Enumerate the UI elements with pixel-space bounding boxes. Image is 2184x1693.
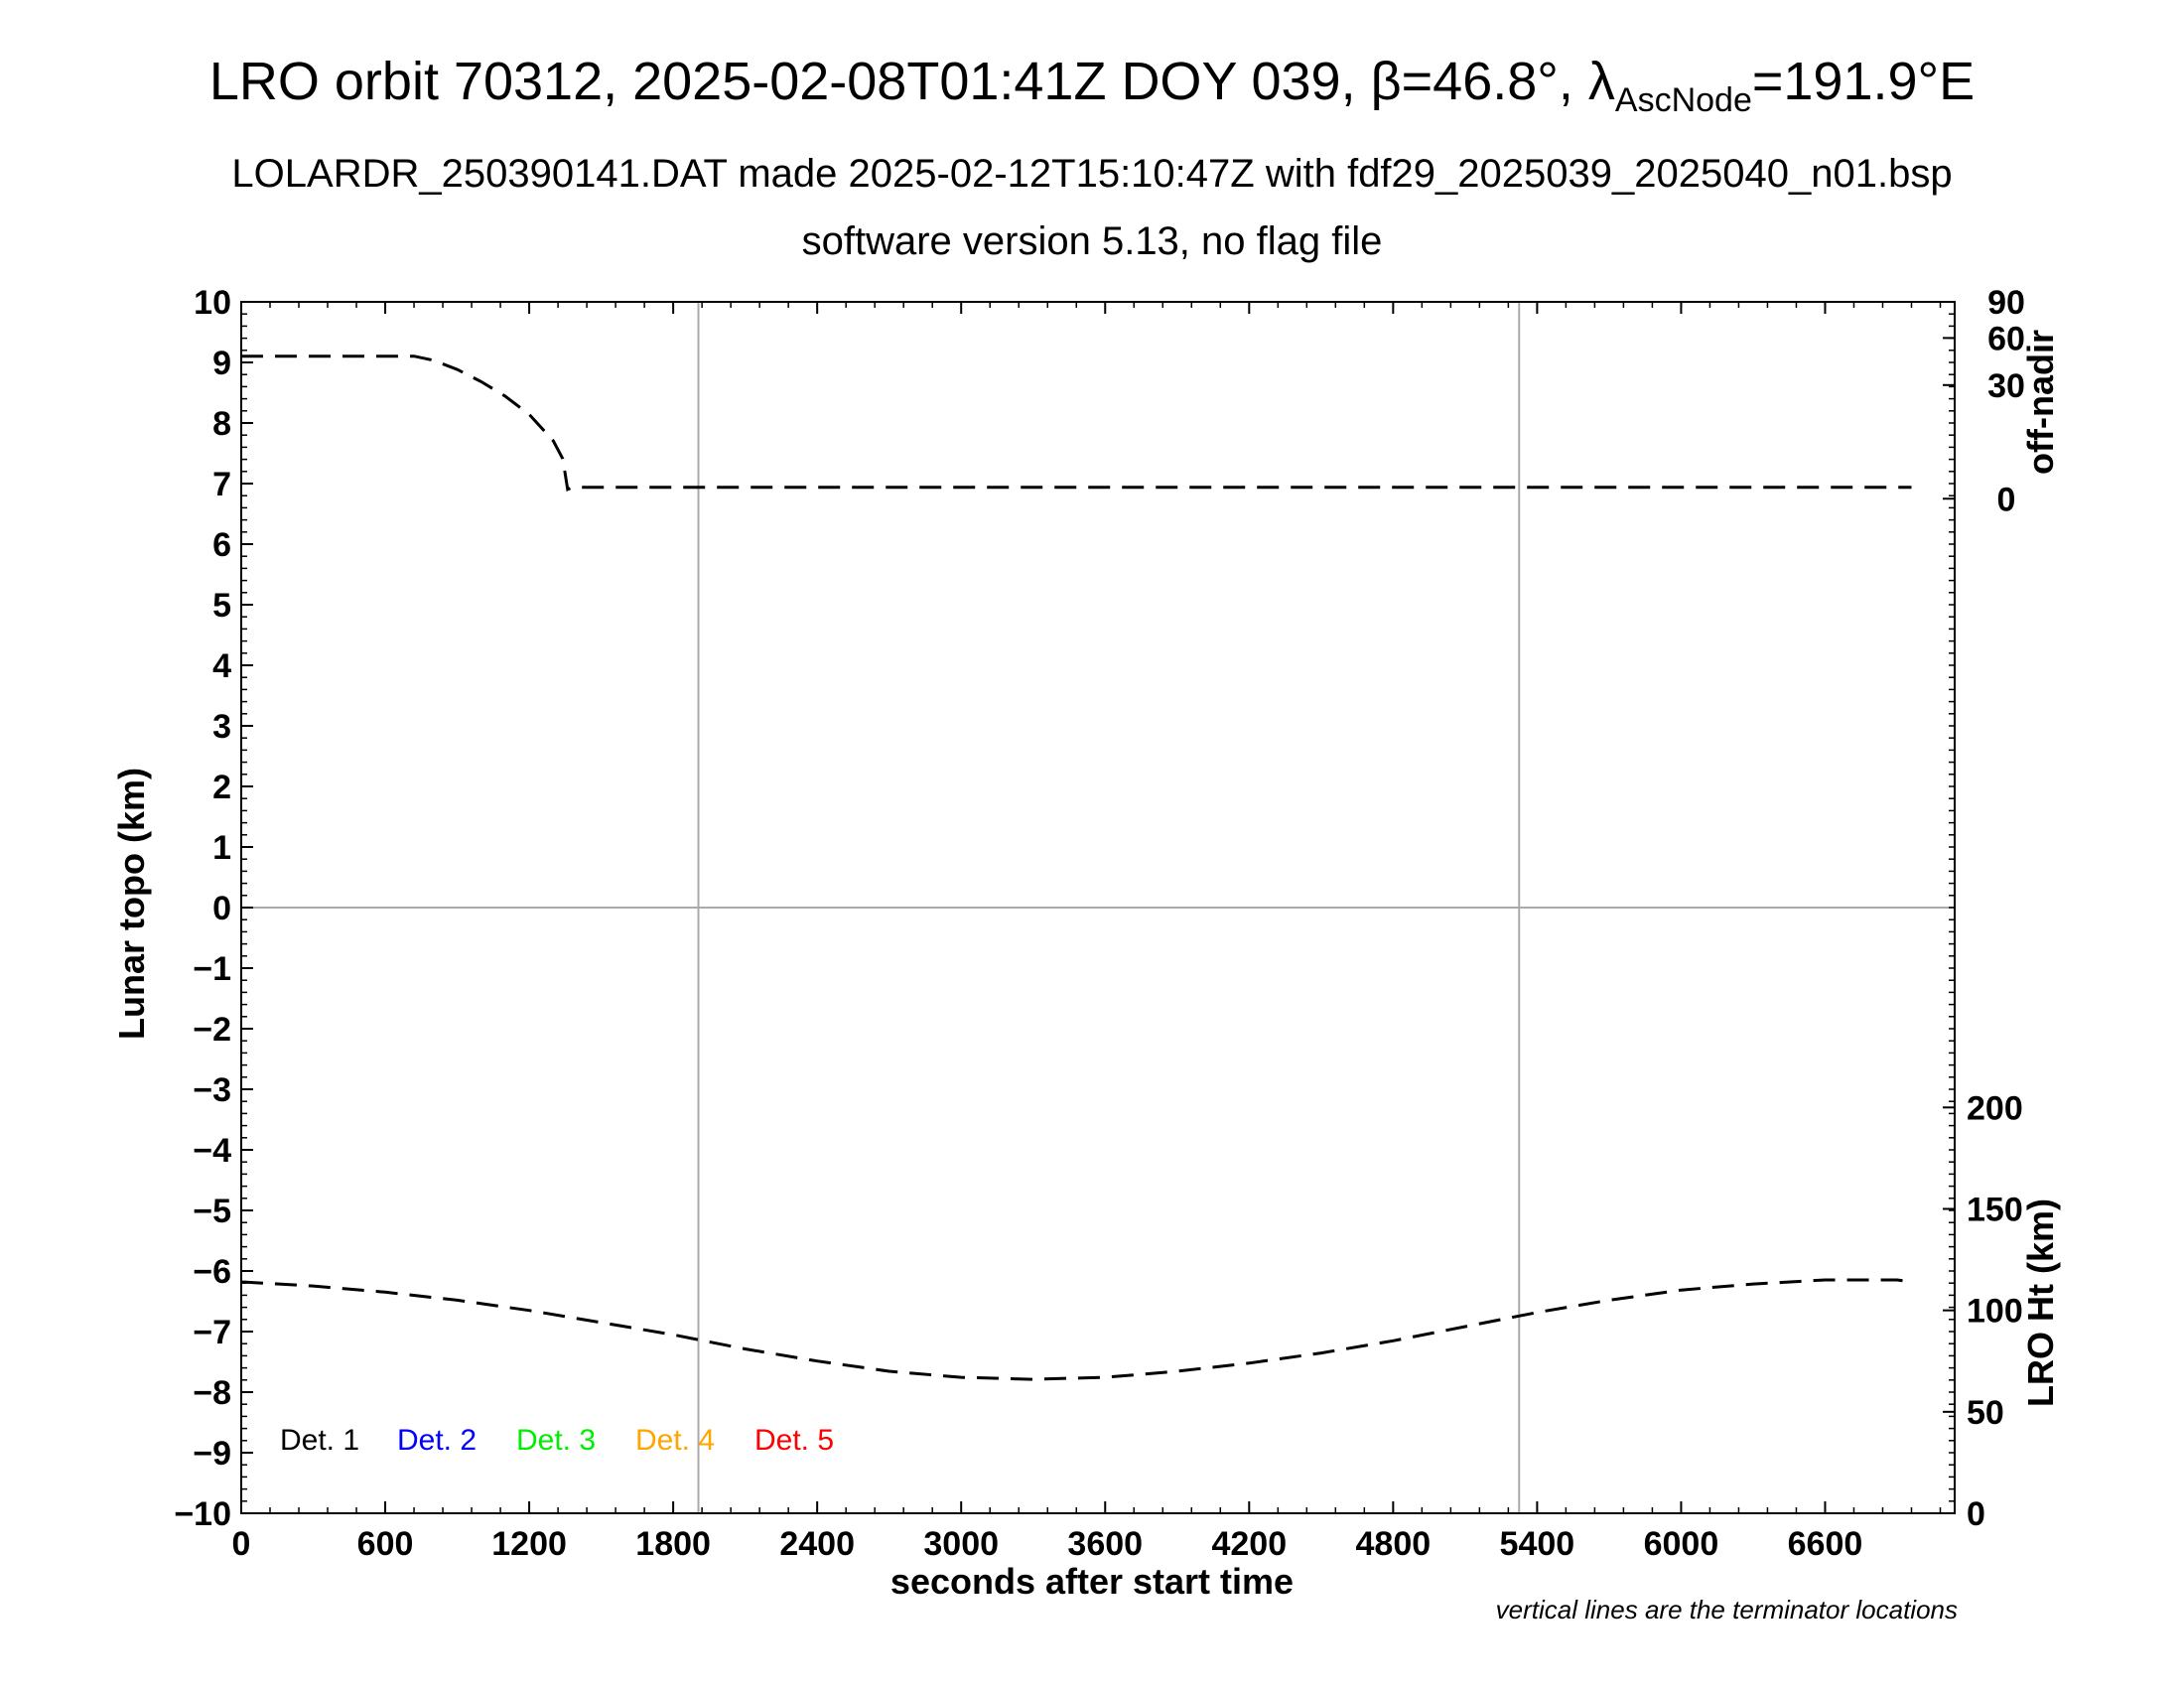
y-tick-label: 9 <box>212 345 231 382</box>
lro-height-tick-label: 150 <box>1967 1191 2023 1228</box>
lro-height-series-line <box>240 1278 1912 1381</box>
x-tick-label: 1200 <box>491 1525 567 1563</box>
chart-subtitle-version: software version 5.13, no flag file <box>802 219 1383 263</box>
lro-height-axis-title: LRO Ht (km) <box>2020 1199 2061 1407</box>
y-tick-label: −7 <box>193 1314 231 1351</box>
chart-title-subscript: AscNode <box>1615 81 1752 119</box>
y-tick-label: −1 <box>193 950 231 988</box>
x-tick-label: 3600 <box>1067 1525 1143 1563</box>
series-layer <box>240 354 1912 1381</box>
y-tick-label: −8 <box>193 1374 231 1412</box>
y-tick-label: −3 <box>193 1071 231 1109</box>
terminator-note: vertical lines are the terminator locati… <box>1496 1595 1958 1624</box>
x-tick-label: 4800 <box>1356 1525 1432 1563</box>
x-tick-label: 1800 <box>635 1525 711 1563</box>
chart-subtitle-file: LOLARDR_250390141.DAT made 2025-02-12T15… <box>231 152 1952 196</box>
x-tick-label: 3000 <box>923 1525 999 1563</box>
y-tick-label: −5 <box>193 1193 231 1230</box>
x-axis-title: seconds after start time <box>890 1561 1294 1602</box>
lro-height-tick-label: 0 <box>1967 1495 1985 1533</box>
lro-height-tick-label: 50 <box>1967 1394 2004 1432</box>
y-tick-label: −10 <box>174 1495 231 1533</box>
x-tick-label: 6000 <box>1644 1525 1719 1563</box>
y-tick-label: −6 <box>193 1253 231 1291</box>
legend-entry: Det. 5 <box>754 1424 834 1457</box>
x-tick-label: 600 <box>357 1525 414 1563</box>
grid-layer <box>241 302 1955 1513</box>
off-nadir-axis-title: off-nadir <box>2020 330 2061 475</box>
chart-title-prefix: LRO orbit 70312, 2025-02-08T01:41Z DOY 0… <box>209 52 1615 111</box>
off-nadir-series-line <box>241 354 1912 493</box>
y-tick-label: 10 <box>194 284 231 322</box>
off-nadir-tick-label: 60 <box>1987 320 2025 357</box>
off-nadir-tick-label: 30 <box>1987 367 2025 405</box>
legend: Det. 1 Det. 2 Det. 3 Det. 4 Det. 5 <box>280 1424 834 1457</box>
x-tick-label: 5400 <box>1500 1525 1575 1563</box>
chart-title: LRO orbit 70312, 2025-02-08T01:41Z DOY 0… <box>209 52 1975 119</box>
y-tick-label: 2 <box>212 769 231 806</box>
y-tick-label: 7 <box>212 466 231 503</box>
legend-entry: Det. 2 <box>397 1424 477 1457</box>
tick-labels-layer: 0 600 1200 1800 2400 3000 3600 4200 4800 5400 6000… <box>174 284 2025 1563</box>
x-tick-label: 6600 <box>1788 1525 1863 1563</box>
y-tick-label: 3 <box>212 708 231 746</box>
y-tick-label: −4 <box>193 1132 231 1170</box>
y-tick-label: 1 <box>212 829 231 867</box>
legend-entry: Det. 4 <box>635 1424 715 1457</box>
y-tick-label: −9 <box>193 1435 231 1473</box>
lro-height-tick-label: 100 <box>1967 1293 2023 1331</box>
x-tick-label: 2400 <box>779 1525 855 1563</box>
lro-height-tick-label: 200 <box>1967 1089 2023 1127</box>
legend-entry: Det. 3 <box>516 1424 596 1457</box>
chart-title-suffix: =191.9°E <box>1752 52 1975 111</box>
off-nadir-tick-label: 90 <box>1987 284 2025 322</box>
ticks-layer <box>240 301 1955 1514</box>
y-tick-label: 5 <box>212 587 231 625</box>
y-tick-label: 0 <box>212 890 231 927</box>
y-tick-label: −2 <box>193 1011 231 1049</box>
x-tick-label: 4200 <box>1211 1525 1287 1563</box>
x-tick-label: 0 <box>232 1525 251 1563</box>
y-tick-label: 4 <box>212 647 231 685</box>
y-axis-title: Lunar topo (km) <box>111 768 152 1040</box>
off-nadir-tick-label: 0 <box>1997 481 2016 518</box>
legend-entry: Det. 1 <box>280 1424 359 1457</box>
y-tick-label: 6 <box>212 526 231 564</box>
y-tick-label: 8 <box>212 405 231 443</box>
